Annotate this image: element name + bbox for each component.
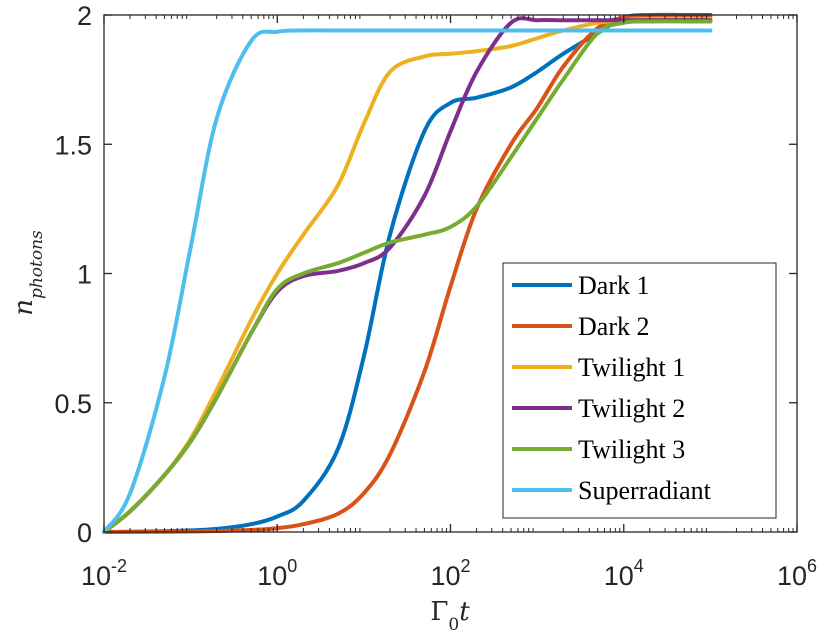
y-tick-label: 0.5 [54,389,92,419]
y-tick-label: 1 [77,260,92,290]
series-line-5 [102,19,713,534]
x-tick-labels: 10-2 100 102 104 106 [81,556,817,591]
y-tick-label: 2 [77,1,92,31]
y-axis-label: nphotons [9,230,47,316]
y-tick-label: 0 [77,518,92,548]
y-tick-label: 1.5 [54,130,92,160]
legend-label-5: Twilight 3 [578,435,685,464]
legend-label-1: Dark 1 [578,271,649,300]
x-tick-label: 106 [777,556,817,591]
legend-label-4: Twilight 2 [578,394,685,423]
legend-label-3: Twilight 1 [578,353,685,382]
x-tick-label: 10-2 [81,556,127,591]
series-lines [102,12,713,534]
legend-label-6: Superradiant [578,476,712,505]
x-tick-label: 100 [257,556,297,591]
major-ticks [103,14,798,533]
x-axis-label: Γ0t [430,597,470,635]
y-tick-labels: 0 0.5 1 1.5 2 [54,1,92,548]
series-line-6 [102,28,713,534]
legend: Dark 1 Dark 2 Twilight 1 Twilight 2 Twilight… [502,262,777,519]
legend-box [502,262,777,519]
legend-label-2: Dark 2 [578,312,649,341]
x-tick-label: 102 [430,556,470,591]
x-minor-ticks [129,15,794,532]
x-tick-label: 104 [604,556,644,591]
